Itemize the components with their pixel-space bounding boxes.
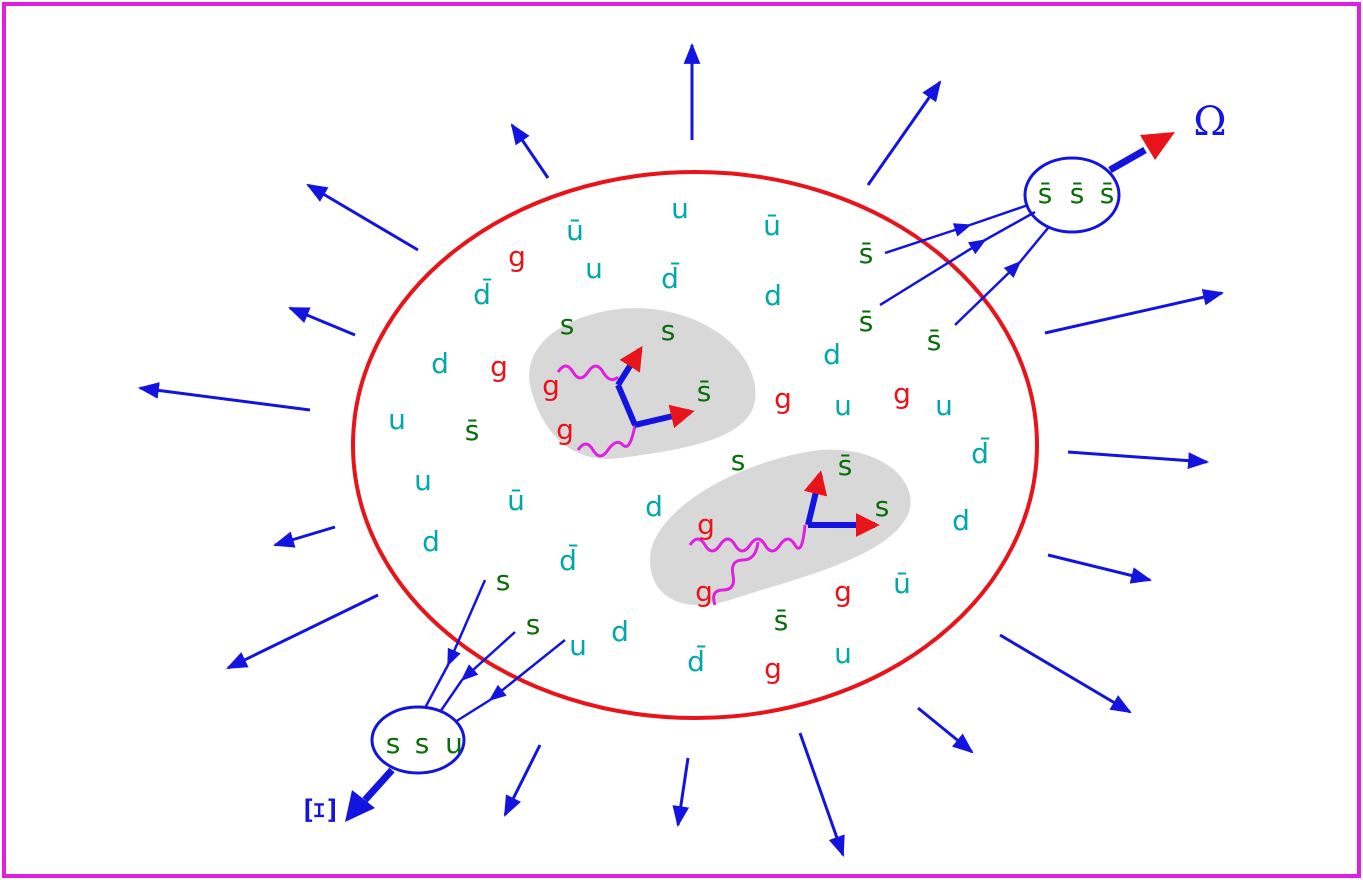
particle: g xyxy=(542,369,560,402)
particle: s̄ xyxy=(927,324,942,357)
particle: d̄ xyxy=(473,277,492,311)
particle: g xyxy=(697,508,715,541)
particle: s xyxy=(560,308,575,341)
coalescence-lines xyxy=(423,203,1049,724)
omega-quark: s̄ xyxy=(1038,177,1053,210)
blob xyxy=(529,308,756,459)
particle: d̄ xyxy=(661,261,680,295)
quark-jets xyxy=(615,345,880,537)
omega-arrow xyxy=(1108,146,1147,174)
particle: u xyxy=(935,389,953,422)
omega-hadron xyxy=(1023,156,1121,234)
particle: u xyxy=(671,192,689,225)
blob xyxy=(650,449,911,606)
particle: g xyxy=(774,382,792,415)
xi-arrow xyxy=(362,767,395,803)
particle: g xyxy=(490,350,508,383)
xi-quark: u xyxy=(445,727,463,760)
particle: u xyxy=(414,464,432,497)
particle: d xyxy=(611,615,629,648)
xi-arrow-head xyxy=(345,790,375,822)
particle: g xyxy=(508,240,526,273)
particle: d xyxy=(431,347,449,380)
gluons xyxy=(556,364,807,606)
particle: s̄ xyxy=(774,604,789,637)
particle: u xyxy=(585,252,603,285)
particle: ū xyxy=(893,567,911,600)
particle: ū xyxy=(507,484,525,517)
omega-label: Ω xyxy=(1193,99,1226,145)
particle: d xyxy=(645,490,663,523)
particle: d xyxy=(952,504,970,537)
particle: u xyxy=(834,389,852,422)
particle: g xyxy=(893,377,911,410)
particle: g xyxy=(834,575,852,608)
particle: s xyxy=(875,490,890,523)
particle: u xyxy=(569,629,587,662)
particle: s̄ xyxy=(859,305,874,338)
particle: s xyxy=(661,314,676,347)
particle: d̄ xyxy=(971,436,990,470)
particle: d̄ xyxy=(559,543,578,577)
outgoing-arrows xyxy=(137,42,1225,857)
particle: s̄ xyxy=(697,375,712,408)
omega-arrow-head xyxy=(1140,132,1175,160)
particle: d xyxy=(422,525,440,558)
particle: d̄ xyxy=(687,644,706,678)
particle: s xyxy=(526,608,541,641)
particle: g xyxy=(695,575,713,608)
omega-quark: s̄ xyxy=(1100,177,1115,210)
particle: ū xyxy=(763,209,781,242)
xi-quark: s xyxy=(386,727,401,760)
particle: d xyxy=(764,279,782,312)
particle: s xyxy=(731,444,746,477)
particle: s̄ xyxy=(465,414,480,447)
omega-quark: s̄ xyxy=(1070,177,1085,210)
particle: g xyxy=(556,413,574,446)
particle: d xyxy=(823,338,841,371)
particle: s̄ xyxy=(838,449,853,482)
particle: s̄ xyxy=(859,237,874,270)
xi-hadron xyxy=(370,705,466,775)
particle: u xyxy=(388,403,406,436)
particle: u xyxy=(834,637,852,670)
particle: ū xyxy=(566,214,584,247)
particle: s xyxy=(496,564,511,597)
fireball xyxy=(351,170,1039,720)
xi-quark: s xyxy=(415,727,430,760)
particle: g xyxy=(764,652,782,685)
xi-label: Ξ xyxy=(299,796,345,824)
